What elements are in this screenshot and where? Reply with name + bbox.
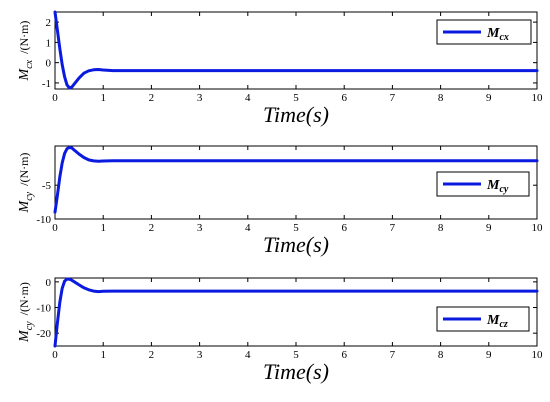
x-tick-label: 1	[100, 92, 106, 104]
x-tick-label: 5	[293, 92, 299, 104]
legend-label-main: M	[486, 26, 500, 41]
x-tick-label: 7	[390, 222, 396, 234]
legend-label: Mcz	[486, 313, 508, 330]
y-axis-label-unit: /(N·m)	[17, 21, 31, 54]
x-tick-label: 5	[293, 349, 299, 361]
y-tick-label: 1	[46, 37, 52, 49]
x-tick-label: 8	[438, 349, 444, 361]
series-line	[53, 10, 539, 90]
x-tick-label: 7	[390, 349, 396, 361]
y-axis-label-sub: cy	[24, 191, 35, 200]
x-tick-label: 9	[486, 92, 492, 104]
x-tick-label: 3	[197, 349, 203, 361]
x-tick-label: 10	[532, 349, 544, 361]
chart-panel-2: 0 1 2 3 4 5 6 7 8 9 10 -5 -10 Time(s) Mcy /(N·m) Mcy	[17, 145, 544, 257]
y-tick-label: -20	[36, 328, 51, 340]
x-tick-label: 8	[438, 92, 444, 104]
x-tick-label: 0	[52, 222, 58, 234]
y-tick-label: -5	[42, 180, 52, 192]
x-axis-label: Time(s)	[263, 359, 329, 384]
legend-label-main: M	[486, 313, 500, 328]
legend-label-main: M	[486, 178, 500, 193]
y-tick-label: -10	[36, 214, 51, 226]
x-tick-label: 1	[100, 349, 106, 361]
x-tick-label: 6	[341, 92, 347, 104]
y-tick-label: 0	[46, 58, 52, 70]
x-tick-label: 10	[532, 222, 544, 234]
y-axis-label-main: M	[17, 329, 32, 343]
x-tick-label: 3	[197, 92, 203, 104]
y-tick-label: -1	[42, 78, 51, 90]
x-tick-label: 9	[486, 222, 492, 234]
x-tick-label: 0	[52, 349, 58, 361]
y-axis-label-unit: /(N·m)	[17, 153, 31, 186]
legend-label-sub: cy	[499, 184, 508, 195]
y-axis-label-main: M	[17, 199, 32, 213]
x-axis-label: Time(s)	[263, 232, 329, 257]
x-tick-label: 8	[438, 222, 444, 234]
x-tick-label: 2	[149, 222, 155, 234]
y-tick-label: -10	[36, 303, 51, 315]
x-tick-label: 7	[390, 92, 396, 104]
x-tick-label: 9	[486, 349, 492, 361]
y-axis-label: Mcy /(N·m)	[17, 282, 35, 343]
y-tick-label: 0	[46, 277, 52, 289]
x-tick-label: 4	[245, 349, 251, 361]
legend: Mcz	[436, 306, 530, 332]
x-tick-label: 6	[341, 349, 347, 361]
x-tick-label: 2	[149, 349, 155, 361]
legend-label-sub: cz	[499, 319, 507, 330]
legend-label-sub: cx	[499, 32, 508, 43]
chart-panel-3: 0 1 2 3 4 5 6 7 8 9 10 0 -10 -20 Time(s) Mcy /(N·m) Mcz	[17, 277, 543, 384]
x-tick-label: 5	[293, 222, 299, 234]
x-tick-label: 10	[532, 92, 544, 104]
series-line	[53, 277, 539, 348]
y-tick-label: 2	[46, 17, 52, 29]
y-axis-label-main: M	[17, 67, 32, 81]
x-tick-label: 2	[149, 92, 155, 104]
x-tick-label: 3	[197, 222, 203, 234]
y-axis-label: Mcx /(N·m)	[17, 21, 35, 82]
legend: Mcx	[436, 19, 532, 45]
x-tick-label: 4	[245, 222, 251, 234]
x-tick-label: 1	[100, 222, 106, 234]
y-axis-label-sub: cx	[24, 59, 35, 68]
x-tick-label: 4	[245, 92, 251, 104]
y-axis-label: Mcy /(N·m)	[17, 153, 35, 214]
x-tick-label: 6	[341, 222, 347, 234]
legend: Mcy	[436, 171, 530, 197]
series-line	[53, 145, 539, 214]
x-axis-label: Time(s)	[263, 102, 329, 127]
x-tick-label: 0	[52, 92, 58, 104]
y-axis-label-unit: /(N·m)	[17, 282, 31, 315]
legend-label: Mcx	[486, 26, 509, 43]
y-axis-label-sub: cy	[24, 321, 35, 330]
legend-label: Mcy	[486, 178, 509, 195]
